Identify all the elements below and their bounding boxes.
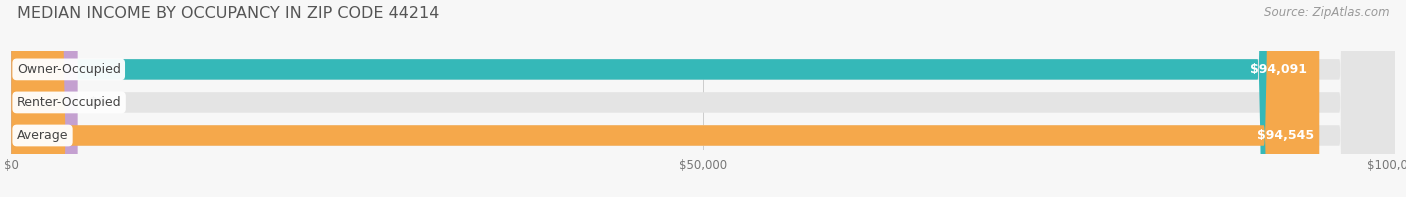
- Text: Average: Average: [17, 129, 69, 142]
- FancyBboxPatch shape: [11, 0, 1313, 197]
- FancyBboxPatch shape: [11, 0, 77, 197]
- Text: $94,091: $94,091: [1250, 63, 1308, 76]
- Text: $94,545: $94,545: [1257, 129, 1313, 142]
- Text: Owner-Occupied: Owner-Occupied: [17, 63, 121, 76]
- Text: $0: $0: [89, 96, 107, 109]
- Text: MEDIAN INCOME BY OCCUPANCY IN ZIP CODE 44214: MEDIAN INCOME BY OCCUPANCY IN ZIP CODE 4…: [17, 6, 439, 21]
- FancyBboxPatch shape: [11, 0, 1395, 197]
- FancyBboxPatch shape: [11, 0, 1395, 197]
- Text: Source: ZipAtlas.com: Source: ZipAtlas.com: [1264, 6, 1389, 19]
- FancyBboxPatch shape: [11, 0, 1395, 197]
- Text: Renter-Occupied: Renter-Occupied: [17, 96, 121, 109]
- FancyBboxPatch shape: [11, 0, 1319, 197]
